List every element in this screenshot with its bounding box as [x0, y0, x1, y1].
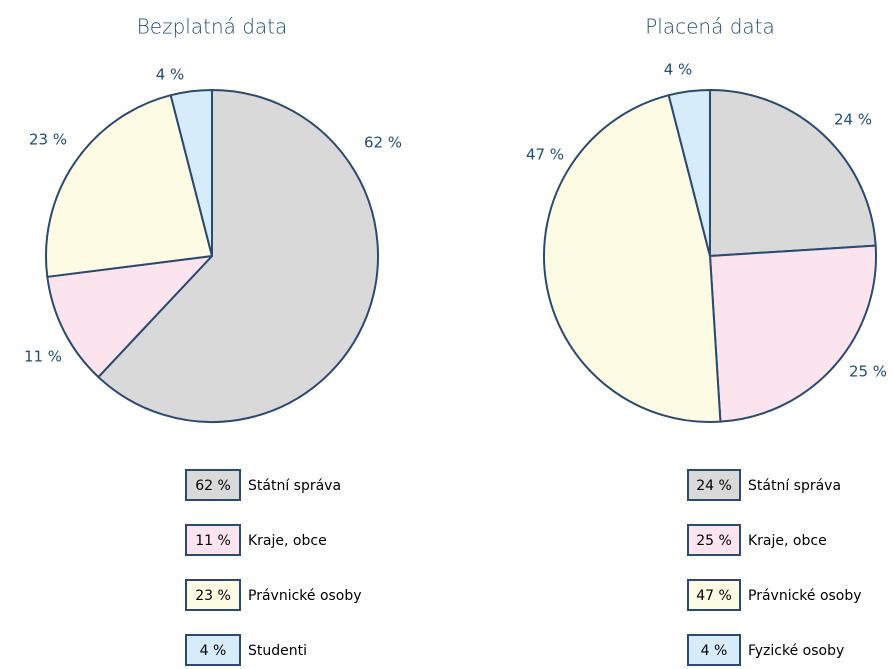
legend-value: 47 %: [696, 588, 732, 604]
slice-label: 25 %: [849, 363, 887, 381]
legend-value: 24 %: [696, 478, 732, 494]
legend-label: Kraje, obce: [248, 533, 327, 549]
slice-label: 4 %: [664, 61, 693, 79]
legend-value: 62 %: [195, 478, 231, 494]
pie-slice: [46, 255, 213, 379]
legend-value: 4 %: [701, 643, 728, 659]
pie-slice: [543, 94, 722, 423]
pie-slice: [709, 244, 877, 423]
legend-label: Právnické osoby: [748, 588, 862, 604]
legend-swatch: [185, 524, 241, 556]
legend-value: 25 %: [696, 533, 732, 549]
legend-value: 11 %: [195, 533, 231, 549]
pie-slice: [97, 89, 379, 423]
chart-title: Placená data: [645, 15, 775, 39]
legend-label: Právnické osoby: [248, 588, 362, 604]
legend-label: Fyzické osoby: [748, 643, 844, 659]
legend-value: 23 %: [195, 588, 231, 604]
pie-slice: [169, 89, 213, 257]
legend-swatch: [185, 579, 241, 611]
legend-label: Státní správa: [248, 478, 341, 494]
pie-slice: [45, 94, 213, 278]
legend-swatch: [687, 469, 741, 501]
legend-label: Kraje, obce: [748, 533, 827, 549]
slice-label: 24 %: [834, 111, 872, 129]
legend-swatch: [687, 634, 741, 666]
legend-label: Státní správa: [748, 478, 841, 494]
legend-swatch: [185, 634, 241, 666]
slice-label: 11 %: [24, 348, 62, 366]
legend-label: Studenti: [248, 643, 307, 659]
legend-swatch: [687, 579, 741, 611]
pie-slice: [667, 89, 711, 257]
slice-label: 23 %: [29, 131, 67, 149]
slice-label: 4 %: [156, 66, 185, 84]
slice-label: 62 %: [364, 134, 402, 152]
legend-swatch: [687, 524, 741, 556]
slice-label: 47 %: [526, 146, 564, 164]
chart-title: Bezplatná data: [137, 15, 288, 39]
pie-slice: [709, 89, 877, 257]
legend-value: 4 %: [200, 643, 227, 659]
legend-swatch: [185, 469, 241, 501]
